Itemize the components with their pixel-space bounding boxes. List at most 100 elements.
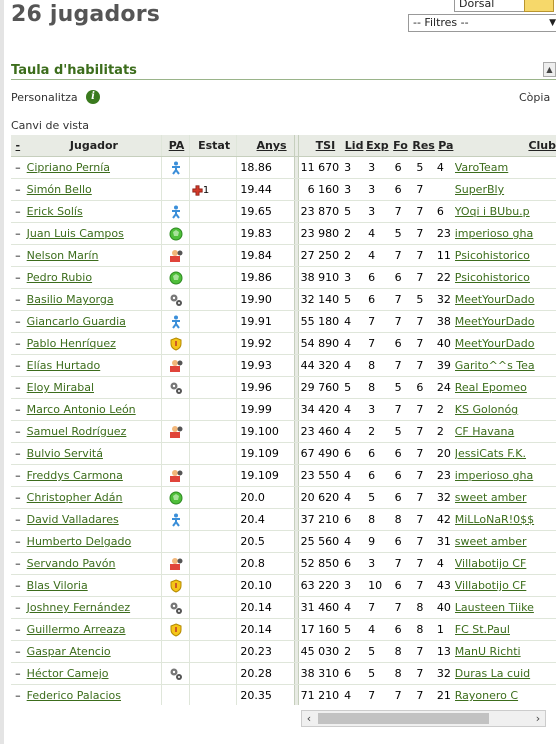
player-name[interactable]: Humberto Delgado [26,535,132,548]
player-name[interactable]: Juan Luis Campos [26,227,124,240]
player-name[interactable]: Gaspar Atencio [26,645,111,658]
row-dash[interactable]: – [11,420,25,443]
club-name[interactable]: Psicohistorico [454,271,530,284]
player-name[interactable]: Pedro Rubio [26,271,93,284]
club-link[interactable]: CF Havana [454,420,556,443]
player-name-link[interactable]: Simón Bello [24,178,162,201]
player-name-link[interactable]: Servando Pavón [24,552,162,575]
row-dash[interactable]: – [11,222,25,245]
club-link[interactable]: Villabotijo CF [454,574,556,597]
club-name[interactable]: Villabotijo CF [454,557,527,570]
player-name[interactable]: Cipriano Pernía [26,161,111,174]
club-link[interactable]: sweet amber [454,486,556,509]
horizontal-scrollbar[interactable]: ‹ › [301,710,546,727]
player-name-link[interactable]: Christopher Adán [24,486,162,509]
col-tsi[interactable]: TSI [298,135,343,157]
col-exp[interactable]: Exp [364,135,389,157]
row-dash[interactable]: – [11,486,25,509]
player-name[interactable]: Héctor Camejo [26,667,109,680]
club-name[interactable]: Lausteen Tiike [454,601,534,614]
copia-link[interactable]: Còpia [519,91,551,104]
row-dash[interactable]: – [11,266,25,289]
club-link[interactable]: KS Golonóg [454,398,556,421]
player-name[interactable]: Erick Solís [26,205,83,218]
club-link[interactable]: Rayonero C [454,684,556,705]
row-dash[interactable]: – [11,640,25,663]
col-anys[interactable]: Anys [236,135,295,157]
club-name[interactable]: imperioso gha [454,227,534,240]
club-link[interactable]: MeetYourDado [454,310,556,333]
row-dash[interactable]: – [11,178,25,201]
player-name[interactable]: Eloy Mirabal [26,381,95,394]
club-link[interactable]: MeetYourDado [454,332,556,355]
row-dash[interactable]: – [11,508,25,531]
col-fo[interactable]: Fo [388,135,411,157]
club-name[interactable]: MiLLoNaR!0$$ [454,513,535,526]
col-pa[interactable]: PA [161,135,190,157]
collapse-up-icon[interactable]: ▲ [543,62,556,77]
player-name[interactable]: Guillermo Arreaza [26,623,126,636]
player-name-link[interactable]: David Valladares [24,508,162,531]
info-icon[interactable]: i [86,90,100,104]
player-name[interactable]: Servando Pavón [26,557,116,570]
player-name-link[interactable]: Freddys Carmona [24,464,162,487]
row-dash[interactable]: – [11,442,25,465]
club-name[interactable]: imperioso gha [454,469,534,482]
player-name-link[interactable]: Elías Hurtado [24,354,162,377]
player-name-link[interactable]: Héctor Camejo [24,662,162,685]
row-dash[interactable]: – [11,574,25,597]
club-name[interactable]: VaroTeam [454,161,509,174]
club-name[interactable]: Rayonero C [454,689,519,702]
player-name-link[interactable]: Gaspar Atencio [24,640,162,663]
club-link[interactable]: JessiCats F.K. [454,442,556,465]
club-link[interactable]: MiLLoNaR!0$$ [454,508,556,531]
filters-select[interactable]: -- Filtres -- ▼ [408,14,556,32]
club-name[interactable]: Villabotijo CF [454,579,527,592]
club-link[interactable]: SuperBly [454,178,556,201]
scroll-right-icon[interactable]: › [535,712,541,725]
club-name[interactable]: CF Havana [454,425,515,438]
col-club[interactable]: Club [454,135,556,157]
player-name-link[interactable]: Juan Luis Campos [24,222,162,245]
club-name[interactable]: JessiCats F.K. [454,447,527,460]
sort-select-dorsal[interactable]: Dorsal [454,0,526,12]
club-link[interactable]: imperioso gha [454,464,556,487]
player-name-link[interactable]: Blas Viloria [24,574,162,597]
club-name[interactable]: Duras La cuid [454,667,531,680]
row-dash[interactable]: – [11,200,25,223]
player-name-link[interactable]: Federico Palacios [24,684,162,705]
club-name[interactable]: Psicohistorico [454,249,530,262]
player-name-link[interactable]: Nelson Marín [24,244,162,267]
club-name[interactable]: YOqi i BUbu.p [454,205,530,218]
row-dash[interactable]: – [11,464,25,487]
player-name-link[interactable]: Pedro Rubio [24,266,162,289]
player-name[interactable]: Pablo Henríquez [26,337,116,350]
col-lid[interactable]: Lid [342,135,365,157]
canvi-de-vista-link[interactable]: Canvi de vista [11,119,90,132]
club-link[interactable]: Psicohistorico [454,244,556,267]
club-link[interactable]: YOqi i BUbu.p [454,200,556,223]
player-name[interactable]: Marco Antonio León [26,403,136,416]
club-link[interactable]: ManU Richti [454,640,556,663]
row-dash[interactable]: – [11,662,25,685]
player-name-link[interactable]: Giancarlo Guardia [24,310,162,333]
club-link[interactable]: Lausteen Tiike [454,596,556,619]
player-name[interactable]: Basilio Mayorga [26,293,114,306]
player-name[interactable]: Simón Bello [26,183,92,196]
club-link[interactable]: VaroTeam [454,156,556,179]
player-name-link[interactable]: Pablo Henríquez [24,332,162,355]
scrollbar-thumb[interactable] [318,713,489,724]
col-res[interactable]: Res [410,135,435,157]
club-link[interactable]: FC St.Paul [454,618,556,641]
player-name[interactable]: Samuel Rodríguez [26,425,127,438]
club-link[interactable]: imperioso gha [454,222,556,245]
row-dash[interactable]: – [11,530,25,553]
row-dash[interactable]: – [11,376,25,399]
club-link[interactable]: Psicohistorico [454,266,556,289]
player-name-link[interactable]: Marco Antonio León [24,398,162,421]
player-name[interactable]: Giancarlo Guardia [26,315,126,328]
row-dash[interactable]: – [11,618,25,641]
club-name[interactable]: MeetYourDado [454,337,535,350]
row-dash[interactable]: – [11,596,25,619]
player-name-link[interactable]: Erick Solís [24,200,162,223]
